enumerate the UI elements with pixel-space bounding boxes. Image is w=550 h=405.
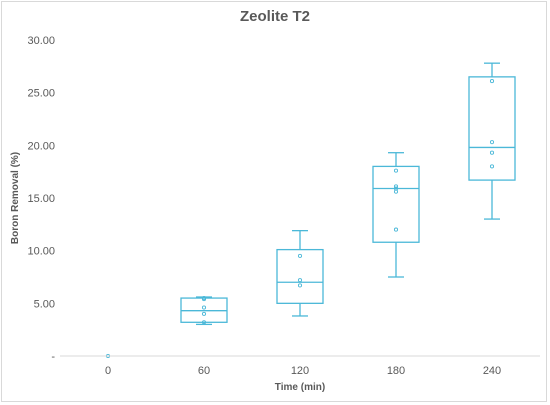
box-plot-240 — [468, 62, 516, 220]
data-point — [201, 311, 207, 316]
data-point — [489, 140, 495, 145]
iqr-box — [372, 165, 420, 243]
x-tick-label: 120 — [291, 365, 309, 377]
box-plot-60 — [180, 296, 228, 326]
data-point — [297, 283, 303, 288]
y-tick-label: - — [51, 351, 55, 363]
y-tick-label: 20.00 — [27, 140, 55, 152]
data-point — [393, 227, 399, 232]
x-tick-label: 240 — [483, 365, 501, 377]
x-tick-label: 60 — [198, 365, 210, 377]
data-point — [201, 320, 207, 325]
data-point — [489, 164, 495, 169]
data-point — [297, 253, 303, 258]
iqr-box — [276, 248, 324, 304]
data-point — [201, 305, 207, 310]
y-axis-title: Boron Removal (%) — [10, 152, 21, 244]
x-tick-labels: 0 60 120 180 240 — [105, 365, 501, 377]
iqr-box — [468, 76, 516, 181]
x-tick-label: 180 — [387, 365, 405, 377]
data-point — [489, 150, 495, 155]
y-tick-label: 30.00 — [27, 35, 55, 47]
data-point — [297, 278, 303, 283]
box-plot-120 — [276, 230, 324, 317]
data-point — [489, 79, 495, 84]
data-point — [201, 296, 207, 301]
box-plot-180 — [372, 152, 420, 278]
data-point — [393, 186, 399, 191]
y-tick-labels: - 5.00 10.00 15.00 20.00 25.00 30.00 — [27, 35, 55, 363]
x-tick-label: 0 — [105, 365, 111, 377]
chart-title: Zeolite T2 — [239, 8, 310, 25]
data-point — [393, 184, 399, 189]
y-tick-label: 25.00 — [27, 88, 55, 100]
x-axis-title: Time (min) — [275, 382, 325, 393]
y-tick-label: 10.00 — [27, 246, 55, 258]
y-tick-label: 15.00 — [27, 193, 55, 205]
y-tick-label: 5.00 — [34, 298, 55, 310]
box-plots — [105, 62, 516, 359]
data-point — [393, 168, 399, 173]
